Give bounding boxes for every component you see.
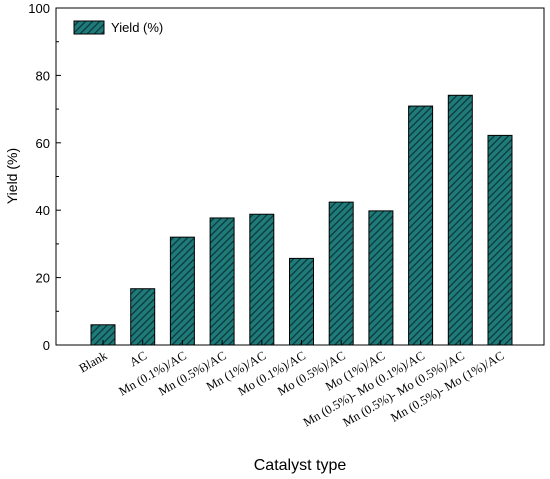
x-tick-label: AC	[127, 348, 149, 369]
bar	[408, 105, 434, 346]
y-tick-label: 80	[36, 68, 50, 83]
y-axis-label: Yield (%)	[4, 148, 20, 204]
y-tick-label: 100	[28, 1, 50, 16]
bar	[487, 134, 513, 346]
y-axis: 0 20 40 60 80 100	[28, 1, 61, 353]
legend-label: Yield (%)	[111, 20, 163, 35]
y-tick-label: 60	[36, 136, 50, 151]
bar	[249, 213, 275, 346]
bar	[328, 201, 354, 346]
legend: Yield (%)	[73, 20, 163, 35]
bar	[368, 210, 394, 346]
x-tick-label: Blank	[77, 348, 111, 375]
legend-swatch	[73, 20, 105, 35]
bar	[169, 236, 195, 346]
bar	[447, 94, 473, 346]
bar	[130, 288, 156, 346]
bar	[209, 217, 235, 346]
y-tick-label: 0	[43, 338, 50, 353]
y-tick-label: 40	[36, 203, 50, 218]
bar	[289, 257, 314, 346]
x-axis-label: Catalyst type	[254, 457, 347, 474]
bars-group	[90, 94, 513, 346]
y-tick-label: 20	[36, 271, 50, 286]
